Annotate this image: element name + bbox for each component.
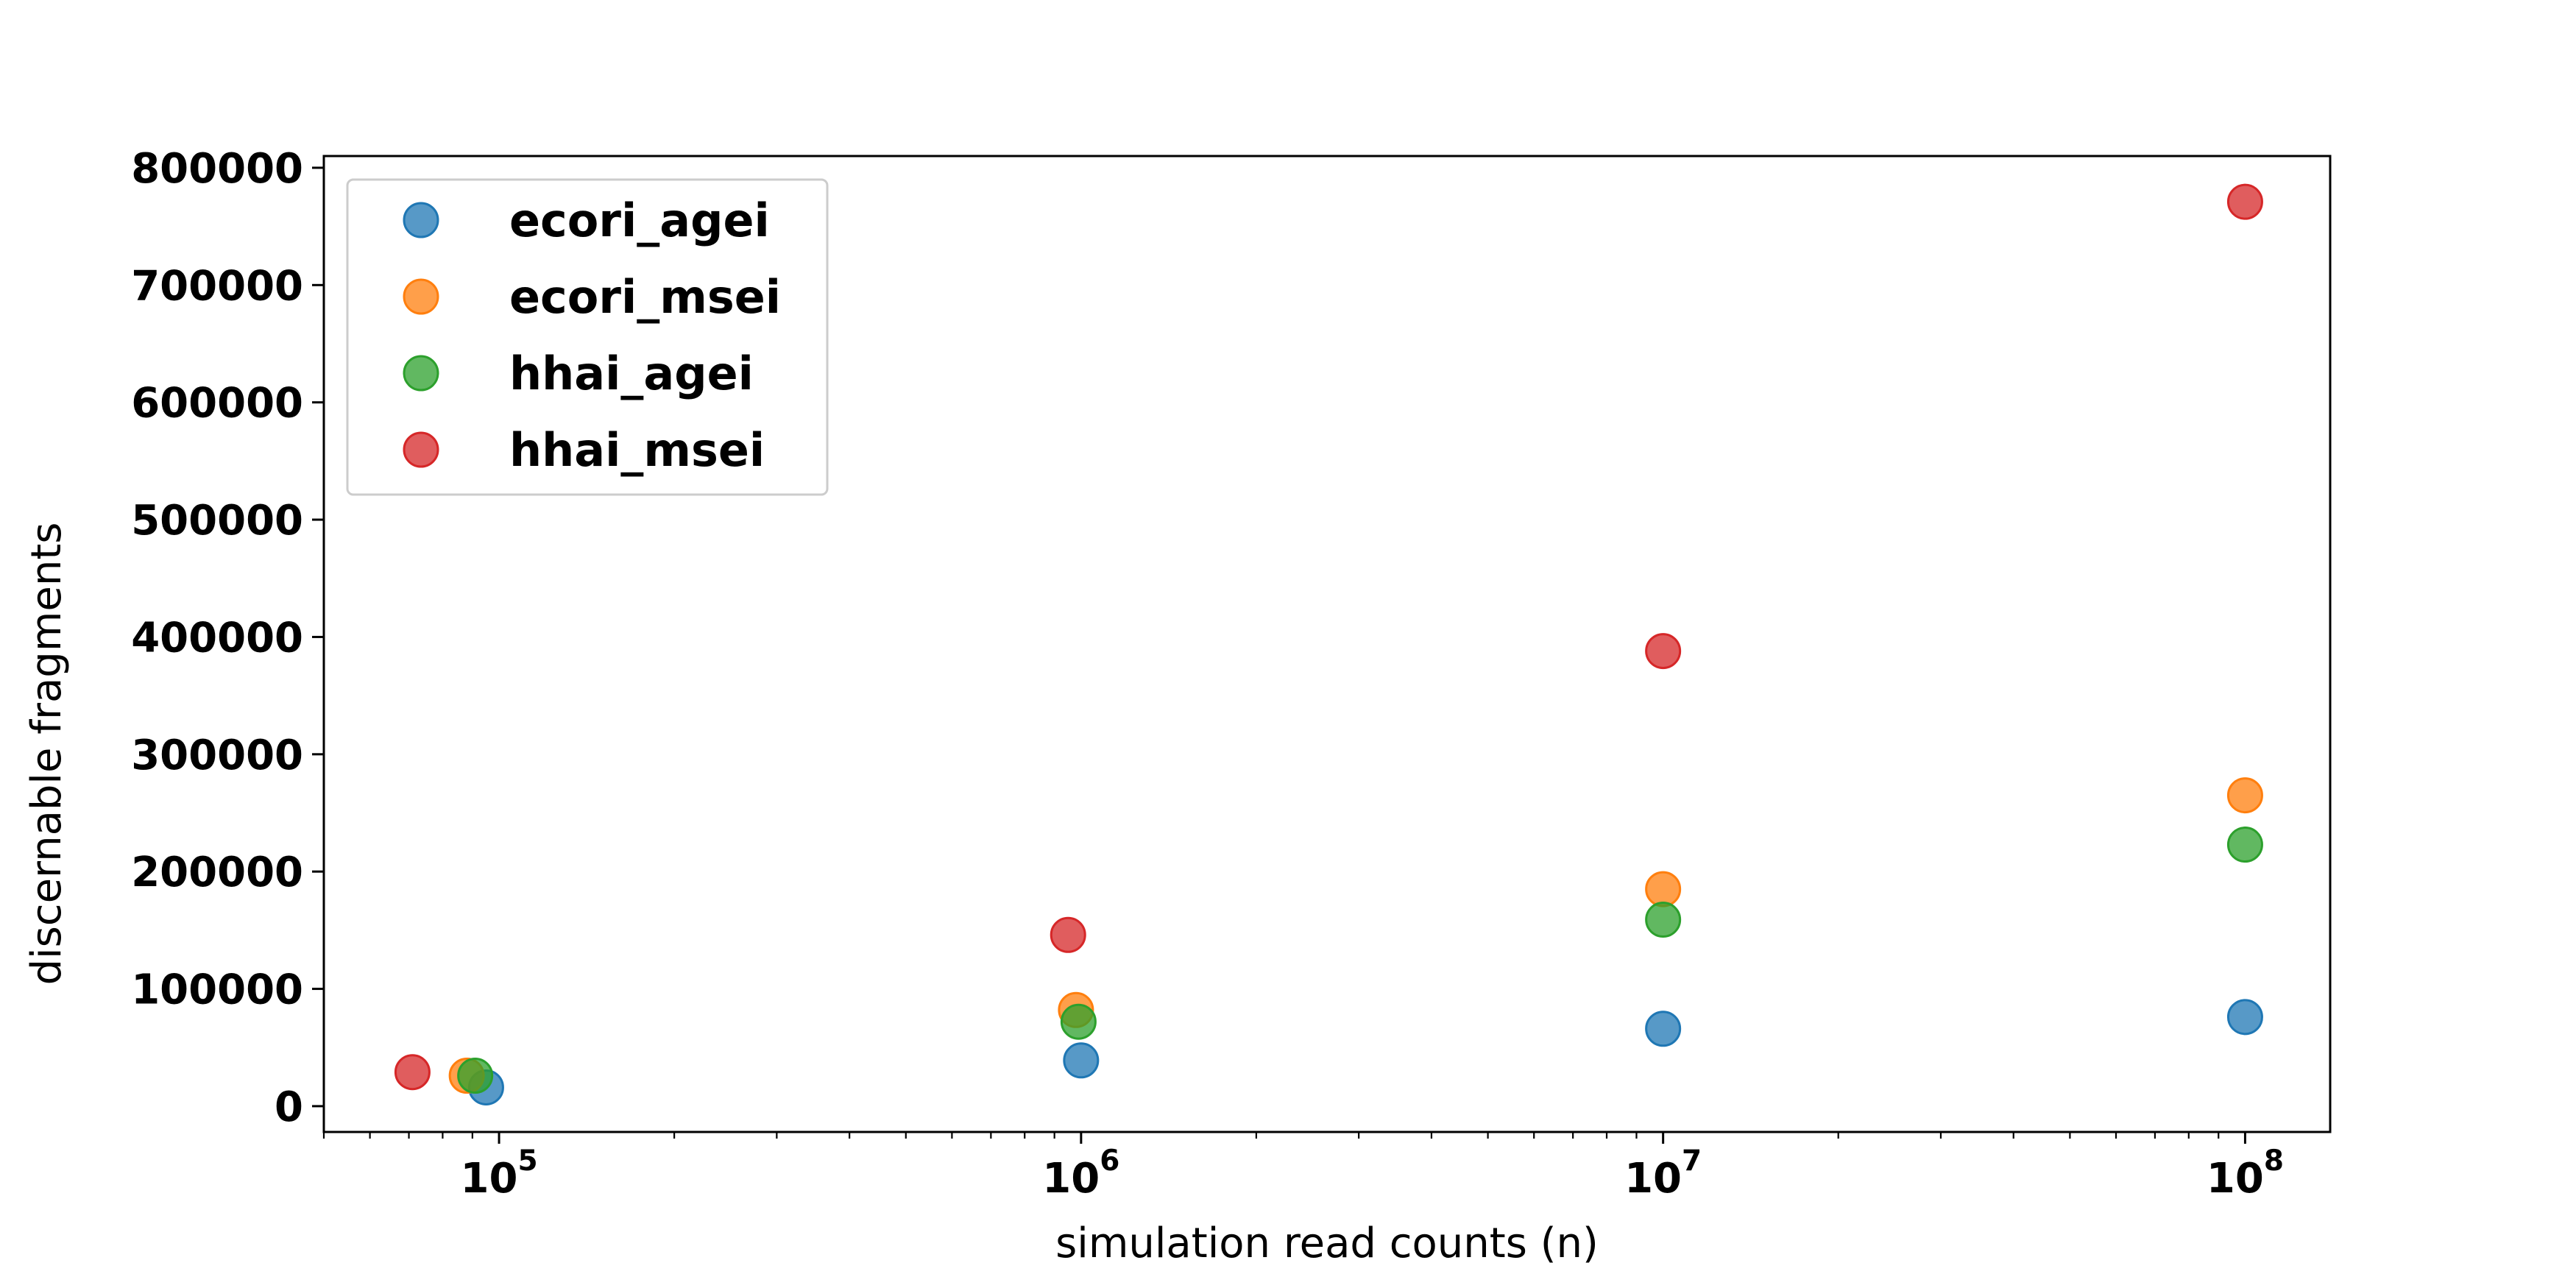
data-points bbox=[394, 183, 2263, 1105]
data-point-hhai-agei bbox=[1060, 1003, 1097, 1040]
y-tick-labels: 0 100000 200000 300000 400000 500000 600000 700… bbox=[131, 145, 303, 1131]
legend-marker bbox=[403, 202, 439, 238]
y-tick-label: 800000 bbox=[131, 145, 303, 193]
x-tick-label: 107 bbox=[1624, 1144, 1702, 1203]
data-point-hhai-msei bbox=[394, 1054, 431, 1091]
data-point-hhai-msei bbox=[2226, 183, 2263, 220]
plot-area-frame bbox=[322, 155, 2332, 1133]
x-tick-labels: 105 106 107 108 bbox=[461, 1144, 2284, 1203]
legend-label: ecori_msei bbox=[509, 270, 781, 324]
data-point-ecori-msei bbox=[2226, 777, 2263, 814]
y-tick-label: 500000 bbox=[131, 497, 303, 545]
legend: ecori_agei ecori_msei hhai_agei hhai_msei bbox=[346, 178, 829, 496]
y-axis-label: discernable fragments bbox=[23, 523, 71, 986]
y-tick-label: 200000 bbox=[131, 849, 303, 896]
legend-marker bbox=[403, 355, 439, 392]
legend-label: hhai_msei bbox=[509, 423, 765, 477]
legend-marker bbox=[403, 431, 439, 468]
x-axis-label: simulation read counts (n) bbox=[1055, 1220, 1599, 1267]
data-point-hhai-agei bbox=[457, 1058, 494, 1094]
legend-label: hhai_agei bbox=[509, 347, 754, 400]
x-tick-label: 105 bbox=[461, 1144, 538, 1203]
data-point-hhai-msei bbox=[1645, 633, 1682, 670]
legend-marker bbox=[403, 278, 439, 315]
data-point-hhai-msei bbox=[1050, 916, 1086, 953]
y-tick-label: 700000 bbox=[131, 262, 303, 310]
legend-box bbox=[346, 178, 829, 496]
y-tick-label: 100000 bbox=[131, 966, 303, 1014]
y-tick-label: 300000 bbox=[131, 732, 303, 779]
legend-label: ecori_agei bbox=[509, 194, 770, 247]
data-point-ecori-agei bbox=[1063, 1042, 1100, 1079]
data-point-ecori-agei bbox=[1645, 1011, 1682, 1047]
legend-entries: ecori_agei ecori_msei hhai_agei hhai_msei bbox=[403, 194, 781, 477]
axis-major-ticks bbox=[312, 166, 2246, 1144]
data-point-hhai-agei bbox=[1645, 902, 1682, 938]
data-point-hhai-agei bbox=[2226, 827, 2263, 863]
y-tick-label: 400000 bbox=[131, 614, 303, 662]
y-tick-label: 600000 bbox=[131, 380, 303, 428]
y-tick-label: 0 bbox=[275, 1083, 303, 1131]
data-point-ecori-msei bbox=[1645, 871, 1682, 907]
data-point-ecori-agei bbox=[2226, 999, 2263, 1036]
x-tick-label: 108 bbox=[2207, 1144, 2284, 1203]
x-tick-label: 106 bbox=[1042, 1144, 1119, 1203]
